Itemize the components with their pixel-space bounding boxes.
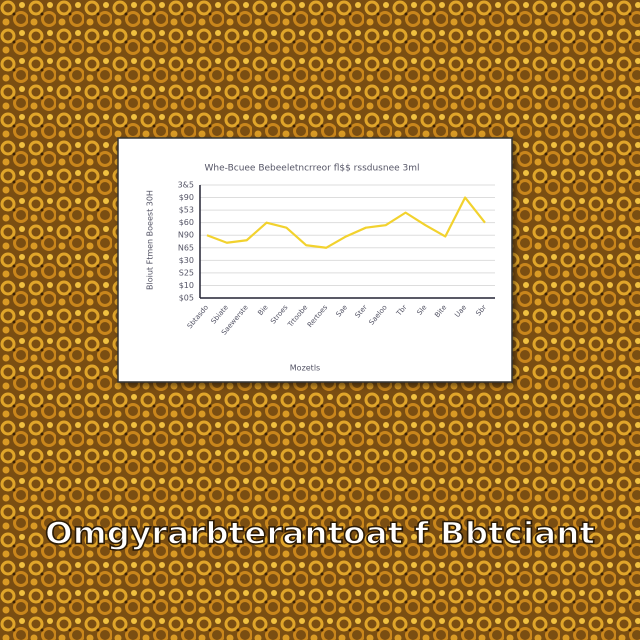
series-line	[206, 196, 486, 249]
y-axis-label: Bloiut Ftmen Boeest 30H	[146, 190, 155, 290]
y-tick-label: N90	[178, 231, 194, 240]
x-axis-label: Mozetls	[290, 364, 320, 373]
y-tick-label: N65	[178, 243, 194, 252]
chart-title: Whe-Bcuee Bebeeletncrreor fl$$ rssdusnee…	[205, 164, 420, 174]
y-tick-label: $53	[179, 206, 194, 215]
y-tick-label: $30	[179, 256, 194, 265]
y-tick-label: $90	[179, 193, 194, 202]
y-tick-label: $05	[179, 294, 194, 303]
y-tick-label: $60	[179, 218, 194, 227]
y-tick-label: $10	[179, 281, 194, 290]
y-tick-label: 3&5	[178, 181, 194, 190]
caption: Omgyrarbterantoat f Bbtciant	[45, 517, 595, 552]
y-tick-label: S25	[179, 268, 194, 277]
